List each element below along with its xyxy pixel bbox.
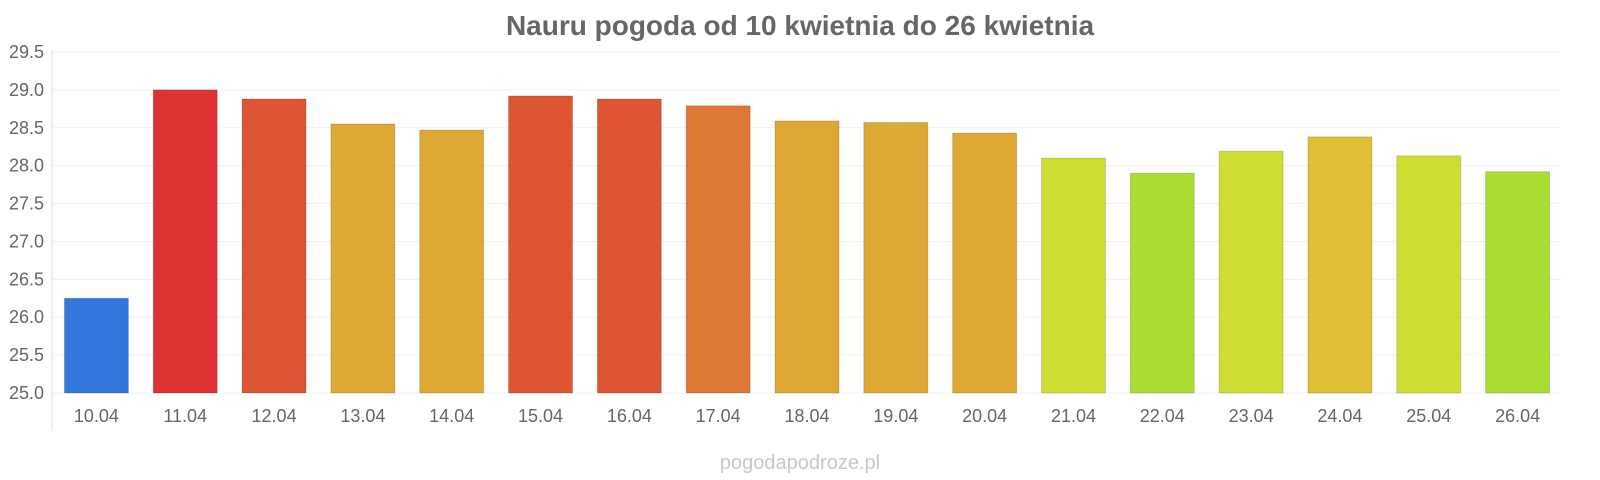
x-tick-label: 24.04 [1317,406,1362,426]
x-tick-label: 13.04 [340,406,385,426]
x-tick-label: 21.04 [1051,406,1096,426]
bar [1307,136,1373,394]
bar [863,121,929,394]
y-tick-label: 26.5 [9,269,44,289]
x-tick-label: 22.04 [1140,406,1185,426]
x-tick-label: 23.04 [1229,406,1274,426]
bar [1040,157,1106,394]
bar [419,129,485,394]
bar [63,297,129,394]
bar [596,98,662,394]
y-tick-label: 27.5 [9,194,44,214]
x-tick-label: 12.04 [252,406,297,426]
y-tick-label: 28.5 [9,118,44,138]
bar [1129,172,1195,394]
x-tick-label: 17.04 [696,406,741,426]
y-tick-label: 27.0 [9,231,44,251]
bar [508,95,574,394]
bar [685,105,751,394]
x-tick-label: 16.04 [607,406,652,426]
bar [1485,171,1551,394]
bar [152,89,218,394]
x-tick-label: 14.04 [429,406,474,426]
bar [952,132,1018,394]
bar [330,123,396,394]
bar [1218,150,1284,394]
y-tick-label: 26.0 [9,307,44,327]
y-tick-label: 25.5 [9,345,44,365]
bar [1396,155,1462,394]
y-tick-label: 29.5 [9,42,44,62]
x-tick-label: 18.04 [784,406,829,426]
x-tick-label: 26.04 [1495,406,1540,426]
bar [774,120,840,394]
chart-title: Nauru pogoda od 10 kwietnia do 26 kwietn… [505,10,1095,41]
y-tick-label: 25.0 [9,383,44,403]
x-tick-label: 15.04 [518,406,563,426]
x-tick-label: 10.04 [74,406,119,426]
bar [241,98,307,394]
y-tick-label: 28.0 [9,156,44,176]
x-tick-label: 20.04 [962,406,1007,426]
x-tick-label: 25.04 [1406,406,1451,426]
x-tick-label: 11.04 [163,406,207,426]
x-tick-label: 19.04 [873,406,918,426]
watermark: pogodapodroze.pl [719,452,881,474]
y-tick-label: 29.0 [9,80,44,100]
